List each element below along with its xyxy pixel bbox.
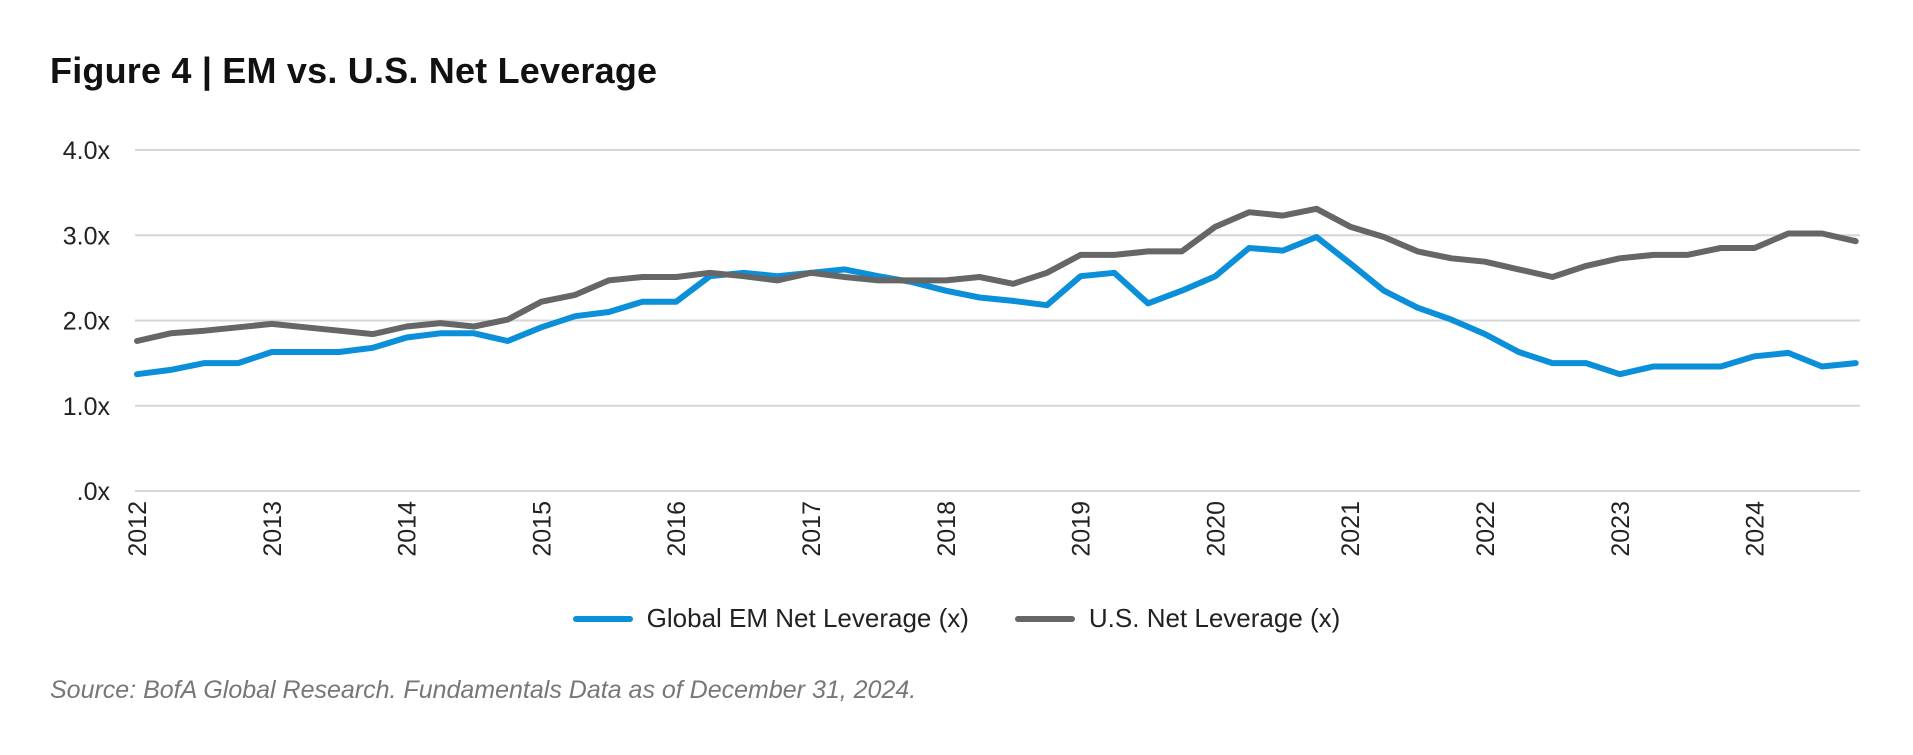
legend-item-us: U.S. Net Leverage (x) (1014, 603, 1341, 634)
legend-item-em: Global EM Net Leverage (x) (572, 603, 969, 634)
y-tick-label: 3.0x (63, 222, 111, 250)
x-tick-label: 2020 (1202, 501, 1230, 557)
legend-label-em: Global EM Net Leverage (x) (646, 603, 969, 633)
legend-swatch-us (1014, 615, 1075, 622)
y-tick-label: .0x (77, 478, 111, 506)
x-tick-label: 2015 (528, 501, 556, 557)
y-tick-label: 2.0x (63, 308, 111, 336)
x-tick-label: 2012 (124, 501, 152, 557)
chart-title: Figure 4 | EM vs. U.S. Net Leverage (50, 50, 658, 91)
line-chart: .0x 1.0x 2.0x 3.0x 4.0x 2012 2013 2014 2015 2016 2… (63, 137, 1860, 557)
x-tick-label: 2013 (259, 501, 287, 557)
x-tick-label: 2014 (394, 501, 422, 557)
x-tick-label: 2018 (933, 501, 961, 557)
x-tick-label: 2022 (1472, 501, 1500, 557)
series-line-em (134, 234, 1859, 378)
legend-label-us: U.S. Net Leverage (x) (1088, 603, 1341, 633)
y-tick-label: 4.0x (63, 137, 111, 165)
source-note: Source: BofA Global Research. Fundamenta… (50, 676, 917, 704)
series-line-us (134, 205, 1859, 344)
legend-swatch-em (572, 615, 633, 622)
y-tick-label: 1.0x (63, 393, 111, 421)
legend: Global EM Net Leverage (x) U.S. Net Leve… (0, 603, 1913, 634)
x-tick-label: 2021 (1337, 501, 1365, 557)
x-tick-label: 2016 (663, 501, 691, 557)
x-tick-label: 2017 (798, 501, 826, 557)
x-tick-label: 2024 (1742, 501, 1770, 557)
x-tick-label: 2019 (1068, 501, 1096, 557)
x-tick-label: 2023 (1607, 501, 1635, 557)
